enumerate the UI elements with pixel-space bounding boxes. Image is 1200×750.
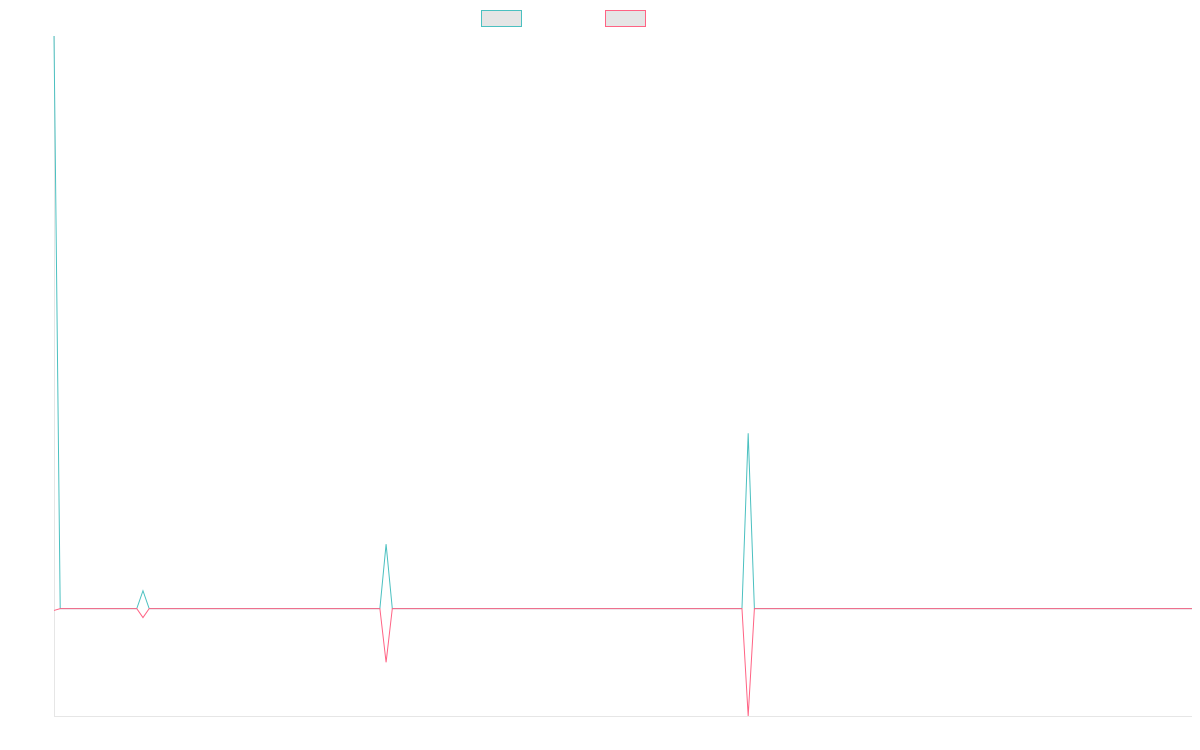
legend-item-2 — [605, 10, 646, 27]
series-line-1 — [53, 35, 1192, 610]
legend-swatch-2 — [605, 10, 646, 27]
series-line-2 — [53, 608, 1192, 717]
legend — [481, 10, 646, 27]
legend-swatch-1 — [481, 10, 522, 27]
axes — [54, 36, 1192, 717]
series-layer — [53, 35, 1192, 717]
legend-item-1 — [481, 10, 522, 27]
